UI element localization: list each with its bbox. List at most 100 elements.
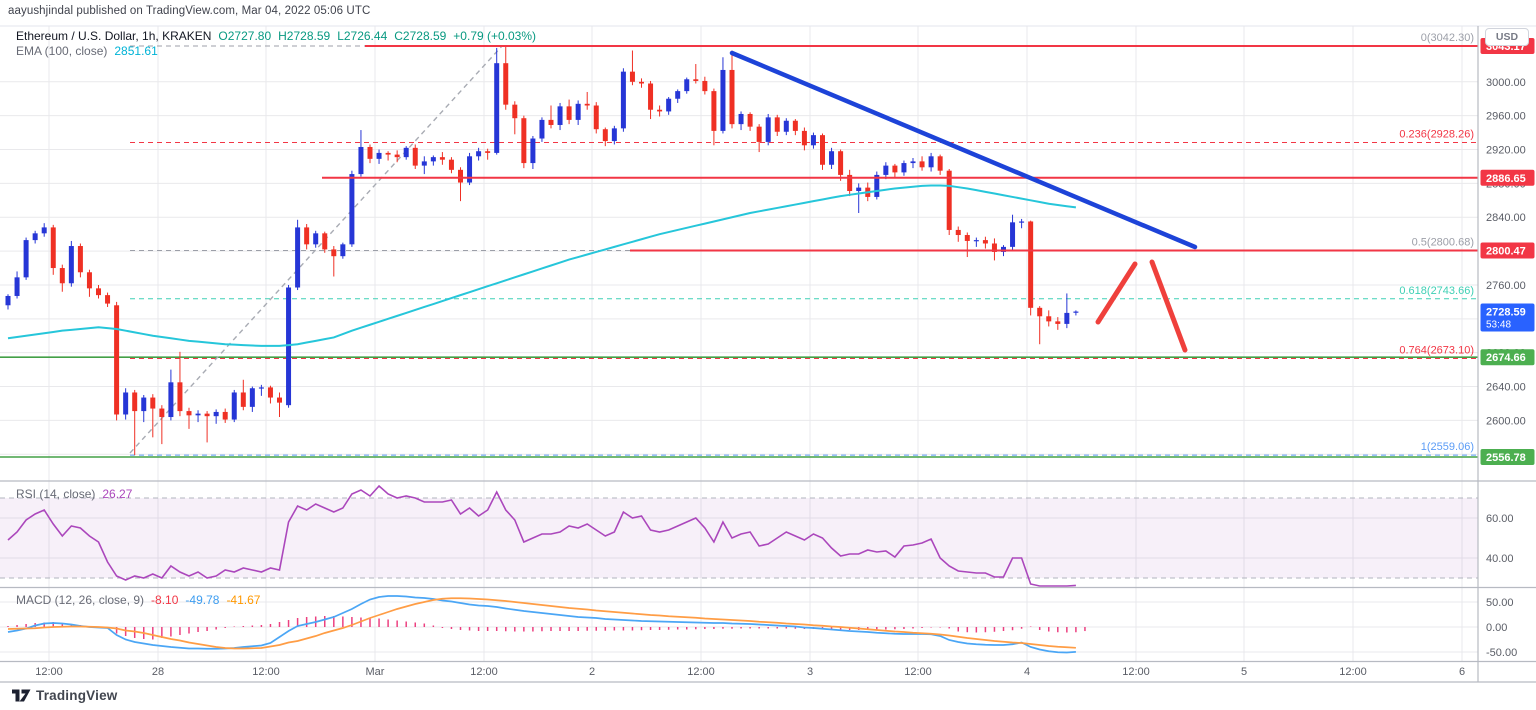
price-badge-value: 2886.65 [1486, 173, 1526, 185]
candle-down [267, 387, 273, 398]
candle-up [1064, 312, 1070, 324]
candle-down [448, 159, 454, 170]
fib-level-label: 0.764(2673.10) [1399, 345, 1474, 357]
candle-down [385, 152, 391, 155]
candle-up [195, 413, 201, 416]
candle-down [693, 79, 699, 81]
candle-down [412, 147, 418, 166]
time-axis-label: 12:00 [35, 666, 63, 678]
symbol-legend[interactable]: Ethereum / U.S. Dollar, 1h, KRAKEN O2727.… [16, 29, 536, 43]
candle-down [367, 146, 373, 159]
symbol-title[interactable]: Ethereum / U.S. Dollar, 1h, KRAKEN [16, 29, 212, 43]
rsi-legend[interactable]: RSI (14, close) 26.27 [16, 487, 132, 501]
blue-trendline[interactable] [729, 50, 1198, 250]
candle-down [847, 174, 853, 192]
fib-level-label: 0(3042.30) [1421, 32, 1474, 44]
candle-up [901, 163, 907, 173]
candle-up [575, 103, 581, 120]
ema-label: EMA (100, close) [16, 44, 108, 58]
candle-down [729, 69, 735, 125]
candle-up [68, 246, 74, 284]
time-axis-label: 12:00 [904, 666, 932, 678]
price-tick-label: 2600.00 [1486, 415, 1526, 427]
candle-up [168, 382, 174, 418]
candle-up [620, 71, 626, 129]
time-axis-label: 12:00 [1339, 666, 1367, 678]
candle-down [711, 91, 717, 131]
candle-down [639, 81, 644, 84]
candle-down [982, 240, 988, 244]
candle-down [937, 156, 943, 171]
candle-up [829, 151, 835, 165]
macd-label: MACD (12, 26, close, 9) [16, 593, 145, 607]
candle-down [186, 411, 192, 416]
candle-up [231, 392, 237, 420]
candle-down [838, 151, 844, 175]
candle-up [14, 277, 20, 296]
candle-down [593, 105, 599, 130]
candle-down [240, 392, 246, 407]
currency-unit-button[interactable]: USD [1485, 28, 1529, 46]
candle-up [358, 146, 364, 175]
candle-up [349, 174, 355, 245]
rsi-label: RSI (14, close) [16, 487, 96, 501]
candle-up [1019, 221, 1025, 223]
candle-down [747, 113, 753, 127]
footer-brand[interactable]: TradingView [12, 688, 117, 703]
rsi-band [0, 498, 1478, 578]
candle-down [892, 165, 898, 173]
candle-up [810, 135, 816, 146]
candle-down [991, 243, 997, 252]
red-projection-arrow[interactable] [1095, 261, 1138, 325]
candle-down [1037, 307, 1043, 317]
candle-up [738, 113, 744, 125]
time-axis-label: 12:00 [470, 666, 498, 678]
candle-down [331, 249, 337, 257]
candle-up [41, 227, 47, 234]
time-axis-label: 3 [807, 666, 813, 678]
candle-up [883, 165, 889, 175]
price-badge-value: 2556.78 [1486, 452, 1526, 464]
fib-level-label: 1(2559.06) [1421, 441, 1474, 453]
candle-down [648, 83, 654, 110]
candle-down [485, 151, 491, 153]
publish-watermark: aayushjindal published on TradingView.co… [8, 5, 371, 17]
price-badge [1480, 448, 1535, 465]
candle-down [820, 135, 825, 165]
candle-up [874, 174, 880, 197]
ema-legend[interactable]: EMA (100, close) 2851.61 [16, 44, 158, 58]
candle-down [96, 288, 101, 296]
candle-down [150, 397, 156, 409]
candle-up [765, 117, 771, 142]
candle-up [910, 161, 916, 164]
candle-down [222, 411, 228, 420]
time-axis-label: 2 [589, 666, 595, 678]
time-axis-label: 6 [1459, 666, 1465, 678]
price-badge-value: 2800.47 [1486, 246, 1526, 258]
candle-down [1055, 321, 1061, 324]
time-axis-label: 12:00 [252, 666, 280, 678]
candle-up [684, 79, 690, 92]
candle-down [77, 246, 83, 273]
candle-up [557, 106, 563, 125]
ohlc-low: L2726.44 [337, 29, 388, 43]
macd-tick-label: 0.00 [1486, 622, 1507, 634]
macd-legend[interactable]: MACD (12, 26, close, 9) -8.10 -49.78 -41.67 [16, 593, 260, 607]
candle-down [1046, 316, 1052, 322]
price-tick-label: 2760.00 [1486, 280, 1526, 292]
candle-down [277, 397, 282, 403]
time-axis-label: 5 [1241, 666, 1247, 678]
candle-up [783, 120, 789, 132]
candle-up [1010, 222, 1016, 247]
ema-value: 2851.61 [114, 44, 158, 58]
macd-hist-value: -8.10 [151, 593, 179, 607]
dashed-trendline[interactable] [129, 45, 503, 454]
candle-down [602, 129, 608, 142]
price-tick-label: 2640.00 [1486, 382, 1526, 394]
candle-up [611, 128, 617, 142]
time-axis-label: 28 [152, 666, 164, 678]
candle-up [32, 233, 38, 241]
ema-line[interactable] [7, 184, 1077, 347]
candle-down [657, 109, 663, 112]
red-projection-arrow[interactable] [1149, 259, 1188, 353]
